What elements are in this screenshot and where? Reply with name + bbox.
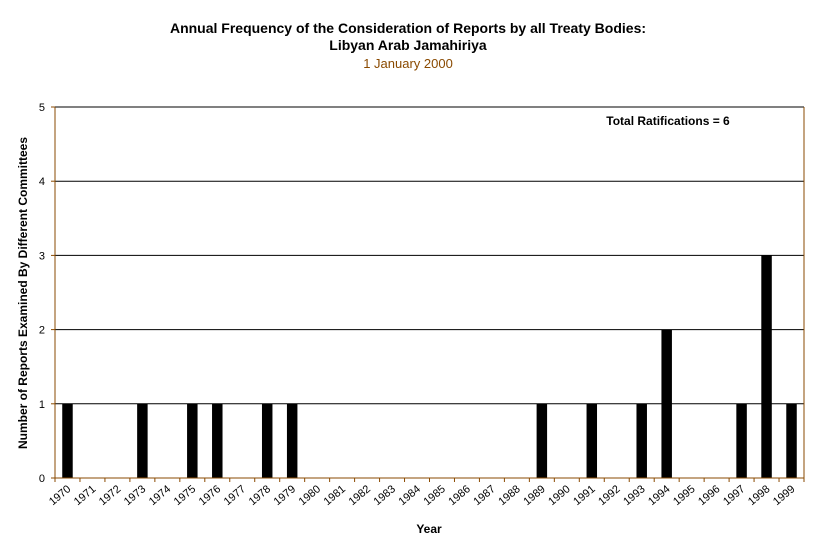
x-tick-label-1985: 1985 [421,483,447,508]
bar-1989 [536,403,548,478]
x-tick-label-1979: 1979 [272,483,298,508]
x-tick-label-1978: 1978 [247,483,273,508]
x-tick-label-1975: 1975 [172,483,198,508]
x-tick-label-1994: 1994 [646,483,672,508]
y-tick-label: 1 [39,399,45,411]
bar-1999 [786,403,797,478]
x-tick-label-1977: 1977 [222,483,248,508]
y-tick-labels: 0 1 2 3 4 5 [39,102,55,485]
x-tick-label-1998: 1998 [746,483,772,508]
x-tick-label-1992: 1992 [596,483,622,508]
x-tick-label-1976: 1976 [197,483,223,508]
x-tick-label-1990: 1990 [546,483,572,508]
x-tick-labels: 1970197119721973197419751976197719781979… [47,478,805,508]
x-tick-label-1983: 1983 [372,483,398,508]
chart-title-line1: Annual Frequency of the Consideration of… [170,20,646,36]
x-tick-label-1970: 1970 [47,483,73,508]
x-tick-label-1971: 1971 [72,483,98,508]
x-tick-label-1982: 1982 [347,483,373,508]
axes [54,107,805,479]
x-tick-label-1973: 1973 [122,483,148,508]
y-tick-label: 4 [39,176,45,188]
x-tick-label-1999: 1999 [771,483,797,508]
y-tick-label: 5 [39,102,45,114]
bar-1973 [137,403,148,478]
bar-1994 [661,329,672,478]
bar-1993 [636,403,647,478]
y-axis-label: Number of Reports Examined By Different … [16,137,30,449]
x-tick-label-1984: 1984 [396,483,422,508]
bar-1970 [62,403,73,478]
bar-1991 [586,403,598,478]
bar-1976 [212,403,223,478]
x-tick-label-1980: 1980 [297,483,323,508]
bar-1997 [736,403,747,478]
gridlines [55,106,804,405]
chart-subtitle: 1 January 2000 [363,56,453,71]
x-tick-label-1993: 1993 [621,483,647,508]
x-tick-label-1987: 1987 [471,483,497,508]
bars [62,255,797,478]
x-tick-label-1981: 1981 [322,483,348,508]
chart-title-line2: Libyan Arab Jamahiriya [329,37,487,53]
bar-1998 [761,255,772,478]
x-tick-label-1986: 1986 [446,483,472,508]
x-tick-label-1974: 1974 [147,483,173,508]
x-axis-label: Year [416,522,442,536]
annotation-total-ratifications: Total Ratifications = 6 [606,114,730,128]
x-tick-label-1997: 1997 [721,483,747,508]
y-tick-label: 0 [39,473,45,485]
x-tick-label-1991: 1991 [571,483,597,508]
x-tick-label-1995: 1995 [671,483,697,508]
y-tick-label: 2 [39,325,45,337]
y-tick-label: 3 [39,250,45,262]
x-tick-label-1988: 1988 [496,483,522,508]
x-tick-label-1989: 1989 [521,483,547,508]
x-tick-label-1996: 1996 [696,483,722,508]
bar-1979 [286,403,298,478]
x-tick-label-1972: 1972 [97,483,123,508]
bar-1975 [187,403,198,478]
bar-1978 [261,403,273,478]
